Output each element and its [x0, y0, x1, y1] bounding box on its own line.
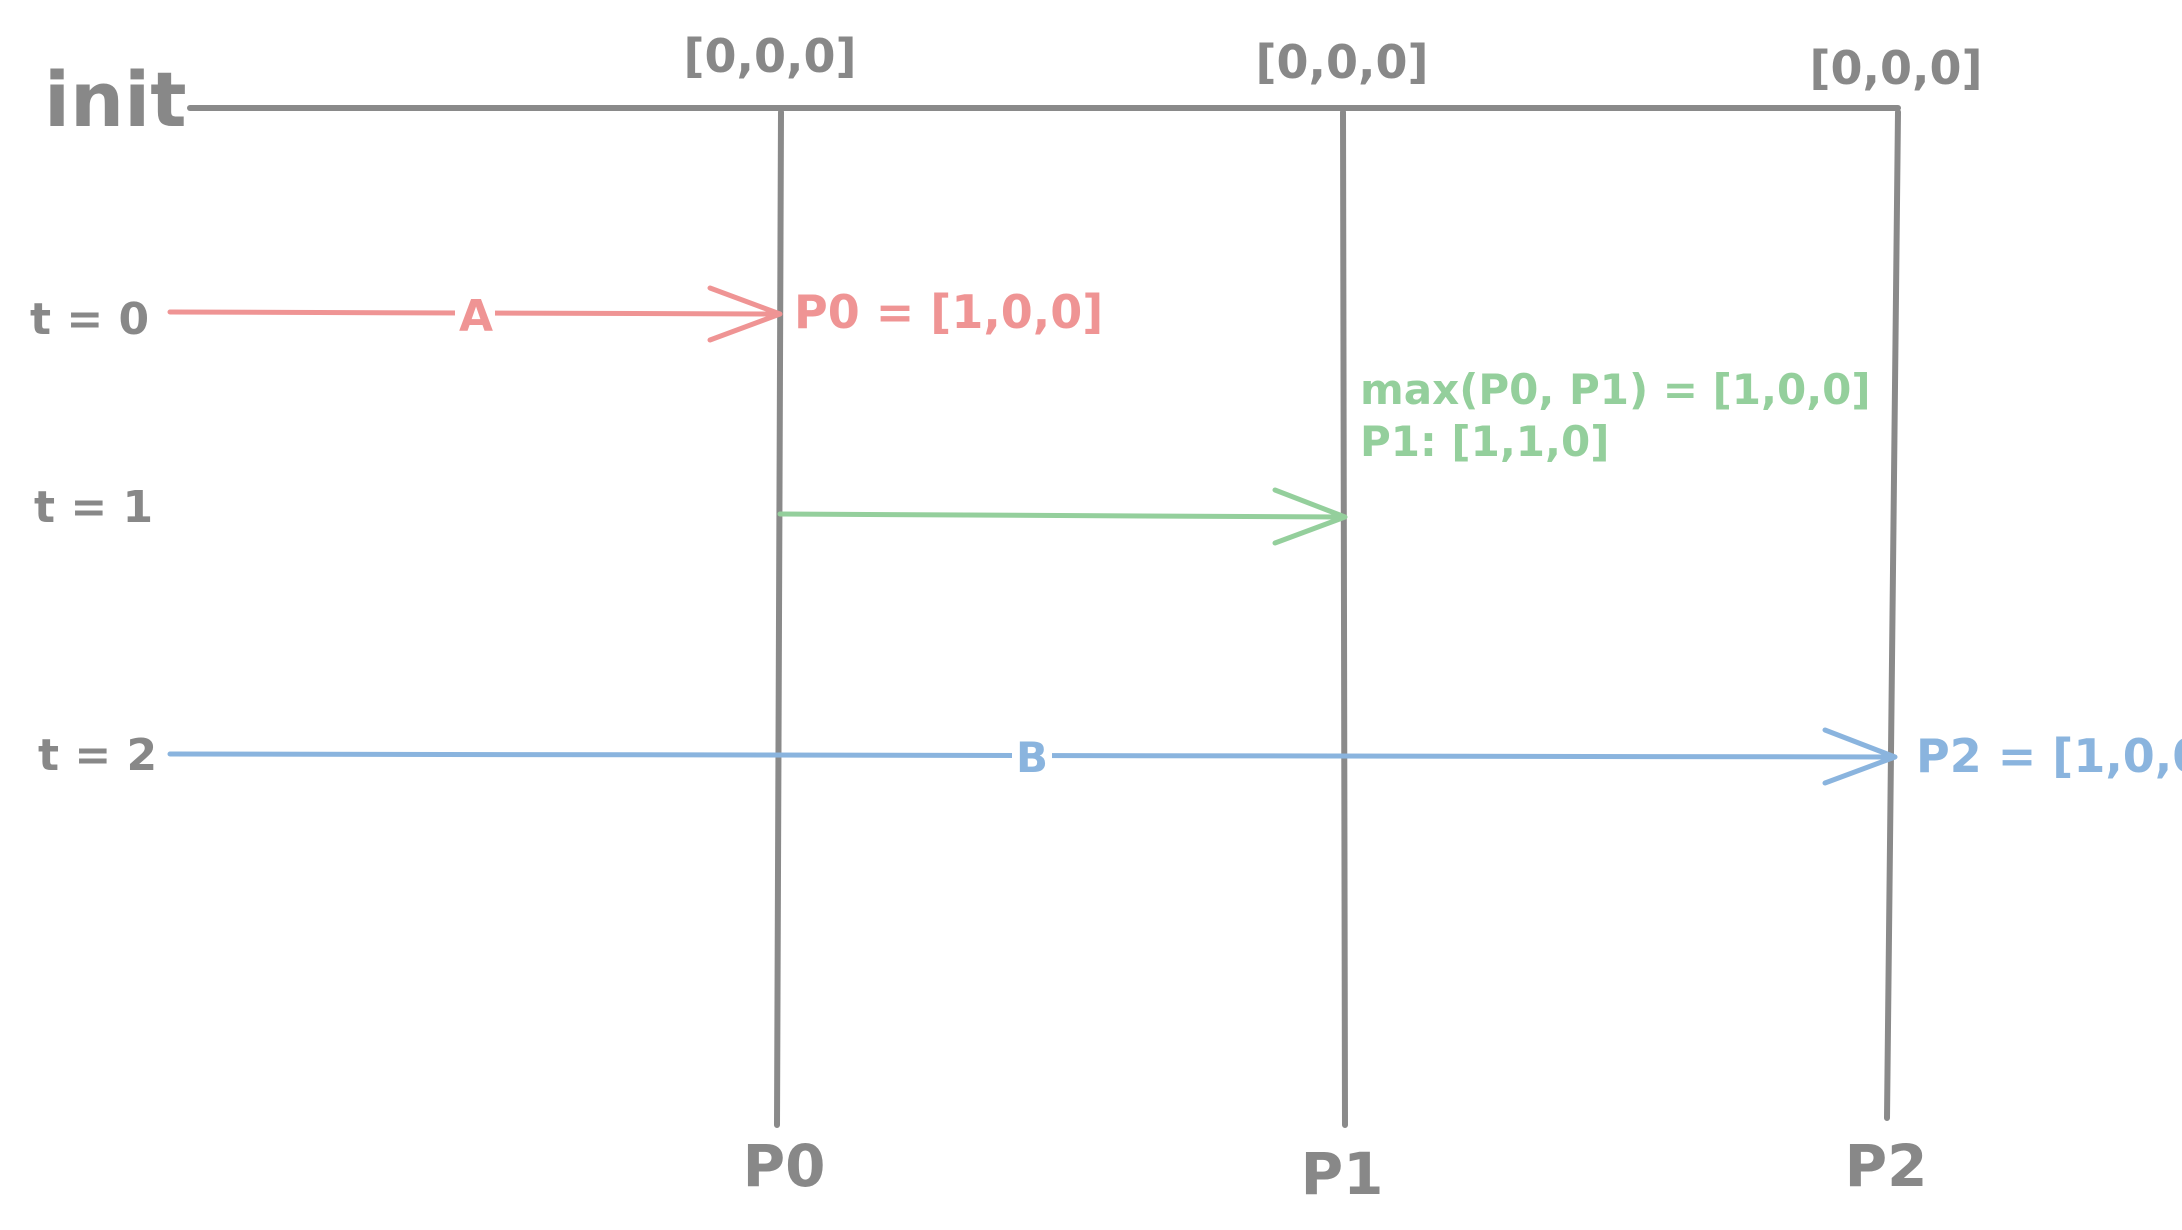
- time-label-t1: t = 1: [34, 482, 153, 533]
- init-vector-p0: [0,0,0]: [683, 29, 856, 83]
- message-b-arrowhead: [1822, 727, 1898, 786]
- event-a-result: P0 = [1,0,0]: [794, 285, 1103, 339]
- message-a-arrowhead: [707, 285, 783, 343]
- time-label-t0: t = 0: [30, 294, 149, 345]
- process-label-p0: P0: [743, 1132, 826, 1200]
- process-line-p1: [1340, 109, 1348, 1128]
- sync-result-line1: max(P0, P1) = [1,0,0]: [1360, 365, 1871, 414]
- process-label-p1: P1: [1301, 1140, 1384, 1208]
- message-b-label: B: [1016, 733, 1048, 782]
- process-line-p2: [1884, 109, 1901, 1121]
- time-label-t2: t = 2: [38, 730, 157, 781]
- sync-result-line2: P1: [1,1,0]: [1360, 417, 1609, 466]
- message-a-label: A: [459, 291, 493, 342]
- init-vector-p2: [0,0,0]: [1809, 41, 1982, 95]
- process-line-p0: [774, 109, 784, 1128]
- init-label: init: [44, 55, 187, 144]
- init-vector-p1: [0,0,0]: [1255, 35, 1428, 89]
- message-b-label-bg: [1012, 733, 1052, 781]
- sync-message-arrowhead: [1272, 487, 1348, 546]
- message-a-label-bg: [455, 290, 495, 338]
- process-label-p2: P2: [1845, 1132, 1928, 1200]
- sync-message-line: [777, 511, 1345, 520]
- event-b-result: P2 = [1,0,0]: [1916, 729, 2182, 783]
